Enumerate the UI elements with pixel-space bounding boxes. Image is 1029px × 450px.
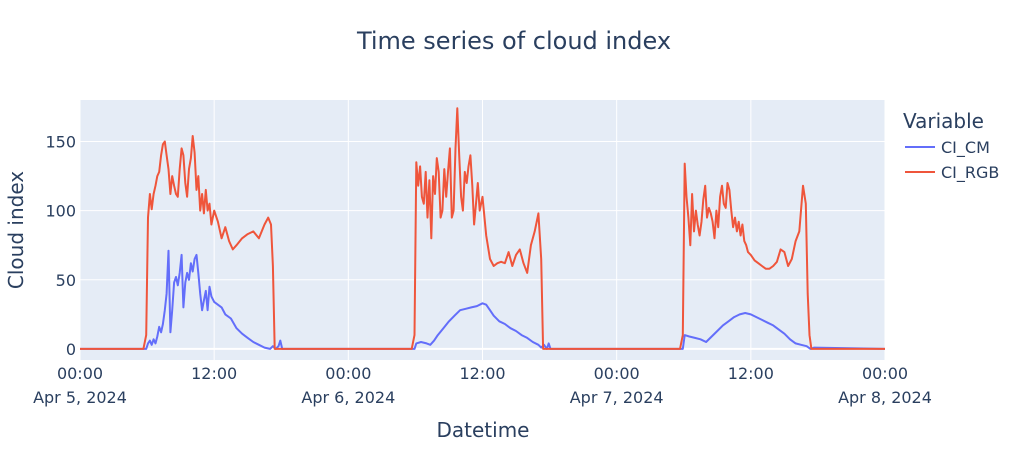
x-tick-date-label: Apr 6, 2024 xyxy=(301,388,395,407)
legend-title: Variable xyxy=(903,109,984,133)
x-tick-date-label: Apr 7, 2024 xyxy=(570,388,664,407)
x-tick-label: 12:00 xyxy=(459,364,505,383)
series-lines xyxy=(80,107,886,350)
grid xyxy=(79,100,886,360)
x-tick-label: 00:00 xyxy=(594,364,640,383)
x-tick-label: 00:00 xyxy=(862,364,908,383)
legend: Variable CI_CM CI_RGB xyxy=(903,109,999,183)
y-tick-label: 100 xyxy=(45,202,76,221)
chart-title: Time series of cloud index xyxy=(356,27,671,55)
x-tick-label: 00:00 xyxy=(325,364,371,383)
legend-label: CI_RGB xyxy=(941,163,999,183)
x-tick-date-label: Apr 8, 2024 xyxy=(838,388,932,407)
legend-label: CI_CM xyxy=(941,138,990,158)
y-ticks: 0 50 100 150 xyxy=(45,132,76,358)
series-line-ci-rgb xyxy=(80,107,885,350)
x-tick-date-label: Apr 5, 2024 xyxy=(33,388,127,407)
y-tick-label: 50 xyxy=(56,271,76,290)
x-tick-label: 12:00 xyxy=(191,364,237,383)
x-axis-title: Datetime xyxy=(437,418,530,442)
y-tick-label: 0 xyxy=(66,340,76,359)
x-tick-label: 12:00 xyxy=(728,364,774,383)
x-tick-label: 00:00 xyxy=(57,364,103,383)
x-ticks: 00:00 Apr 5, 2024 12:00 00:00 Apr 6, 2024 12:… xyxy=(33,364,932,407)
y-axis-title: Cloud index xyxy=(4,171,28,289)
y-tick-label: 150 xyxy=(45,132,76,151)
series-line-ci-cm xyxy=(80,249,886,350)
